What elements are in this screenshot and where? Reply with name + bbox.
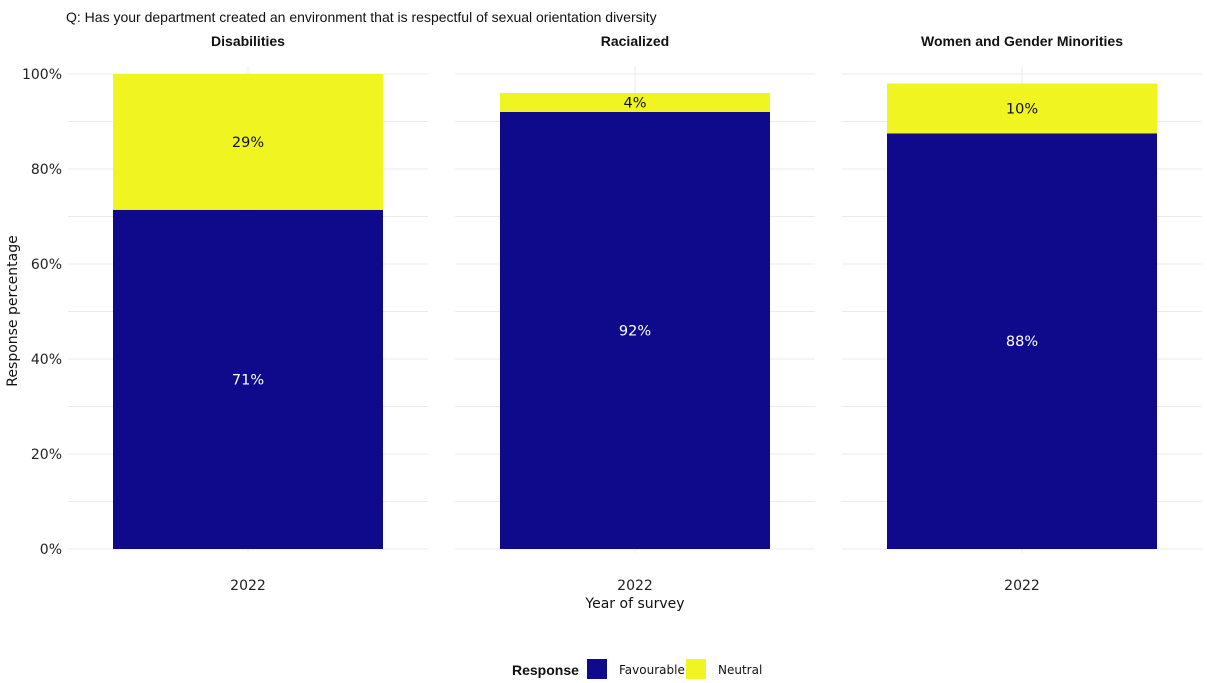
- legend-label: Neutral: [718, 663, 762, 677]
- y-tick-label: 40%: [31, 352, 62, 368]
- bar-segment-favourable: [887, 133, 1157, 549]
- legend-label: Favourable: [619, 663, 685, 677]
- y-tick-label: 0%: [40, 542, 62, 558]
- facet-title: Racialized: [601, 33, 669, 49]
- legend: Response Favourable Neutral: [512, 659, 762, 679]
- data-label: 71%: [232, 372, 264, 388]
- bar-segment-neutral: [113, 74, 383, 210]
- x-tick-label: 2022: [1004, 578, 1040, 594]
- y-tick-label: 60%: [31, 257, 62, 273]
- x-tick-label: 2022: [230, 578, 266, 594]
- facet-panel: Women and Gender Minorities 88% 10% 2022: [842, 33, 1202, 594]
- data-label: 92%: [619, 324, 651, 340]
- x-axis-title: Year of survey: [584, 596, 684, 612]
- facet-title: Women and Gender Minorities: [921, 33, 1123, 49]
- facet-title: Disabilities: [211, 33, 285, 49]
- x-tick-label: 2022: [617, 578, 653, 594]
- chart-title: Q: Has your department created an enviro…: [66, 9, 657, 25]
- facet-panel: Disabilities 71% 29% 2022: [68, 33, 428, 594]
- legend-swatch: [686, 659, 706, 679]
- y-axis-title: Response percentage: [5, 235, 21, 386]
- bar-segment-favourable: [500, 112, 770, 549]
- legend-swatch: [587, 659, 607, 679]
- bar-segment-neutral: [887, 83, 1157, 134]
- y-tick-label: 20%: [31, 447, 62, 463]
- legend-title: Response: [512, 662, 579, 678]
- data-label: 10%: [1006, 101, 1038, 117]
- facet-panel: Racialized 92% 4% 2022: [455, 33, 815, 594]
- bar-segment-neutral: [500, 93, 770, 112]
- bar-segment-favourable: [113, 209, 383, 549]
- y-tick-label: 80%: [31, 162, 62, 178]
- data-label: 4%: [623, 96, 646, 112]
- data-label: 29%: [232, 135, 264, 151]
- y-tick-label: 100%: [22, 67, 62, 83]
- data-label: 88%: [1006, 334, 1038, 350]
